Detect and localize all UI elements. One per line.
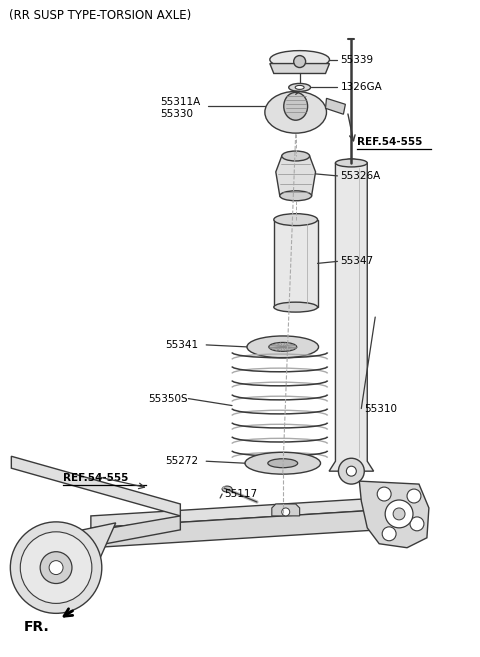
Ellipse shape — [269, 342, 297, 351]
Circle shape — [40, 552, 72, 583]
Polygon shape — [274, 219, 318, 307]
Circle shape — [338, 458, 364, 484]
Ellipse shape — [274, 214, 318, 225]
Circle shape — [407, 489, 421, 503]
Circle shape — [282, 508, 290, 516]
Polygon shape — [12, 456, 180, 516]
Ellipse shape — [265, 91, 326, 133]
Ellipse shape — [245, 452, 321, 474]
Polygon shape — [272, 504, 300, 516]
Circle shape — [410, 517, 424, 531]
Ellipse shape — [247, 336, 319, 358]
Circle shape — [377, 487, 391, 501]
Ellipse shape — [270, 51, 329, 68]
Text: 55272: 55272 — [166, 456, 199, 466]
Polygon shape — [325, 99, 346, 114]
Circle shape — [294, 56, 306, 68]
Ellipse shape — [282, 151, 310, 161]
Ellipse shape — [295, 85, 304, 89]
Circle shape — [11, 522, 102, 614]
Polygon shape — [21, 523, 116, 585]
Ellipse shape — [280, 191, 312, 201]
Text: REF.54-555: REF.54-555 — [357, 137, 423, 147]
Text: 55117: 55117 — [224, 489, 257, 499]
Text: 55347: 55347 — [340, 256, 373, 266]
Text: 1326GA: 1326GA — [340, 82, 382, 93]
Text: 55350S: 55350S — [148, 394, 188, 403]
Ellipse shape — [268, 459, 298, 468]
Ellipse shape — [284, 93, 308, 120]
Circle shape — [347, 466, 356, 476]
Circle shape — [393, 508, 405, 520]
Text: FR.: FR. — [23, 620, 49, 634]
Text: REF.54-555: REF.54-555 — [63, 473, 129, 483]
Ellipse shape — [336, 159, 367, 167]
Ellipse shape — [274, 302, 318, 312]
Text: (RR SUSP TYPE-TORSION AXLE): (RR SUSP TYPE-TORSION AXLE) — [9, 9, 192, 22]
Circle shape — [20, 532, 92, 603]
Circle shape — [385, 500, 413, 528]
Polygon shape — [91, 498, 379, 528]
Polygon shape — [360, 481, 429, 548]
Text: 55311A: 55311A — [160, 97, 201, 107]
Text: 55310: 55310 — [364, 403, 397, 413]
Ellipse shape — [343, 159, 360, 167]
Text: 55330: 55330 — [160, 109, 193, 120]
Ellipse shape — [222, 486, 232, 492]
Ellipse shape — [288, 83, 311, 91]
Circle shape — [49, 560, 63, 575]
Text: 55326A: 55326A — [340, 171, 381, 181]
Polygon shape — [91, 510, 379, 548]
Polygon shape — [276, 156, 315, 196]
Text: 55341: 55341 — [166, 340, 199, 350]
Polygon shape — [270, 64, 329, 74]
Circle shape — [382, 527, 396, 541]
Text: 55339: 55339 — [340, 55, 373, 64]
Polygon shape — [31, 516, 180, 558]
Polygon shape — [329, 163, 373, 471]
